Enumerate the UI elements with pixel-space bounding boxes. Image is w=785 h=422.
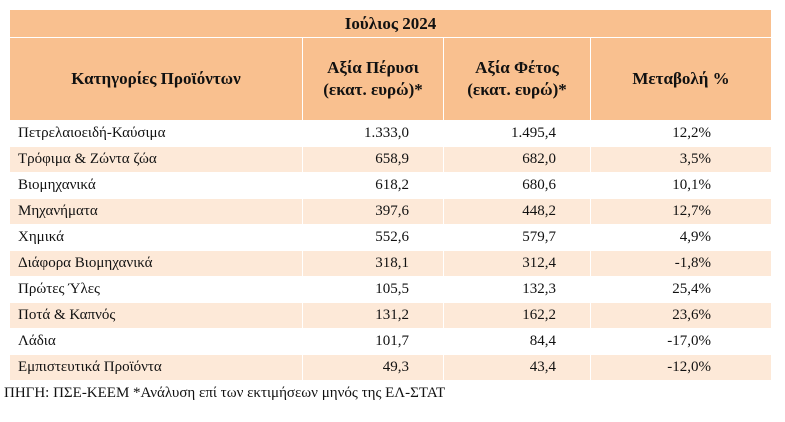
value-cell: -1,8% <box>589 250 773 277</box>
table-row: Πρώτες Ύλες 105,5 132,3 25,4% <box>9 276 773 303</box>
value-cell: 10,1% <box>589 172 773 199</box>
value-cell: -12,0% <box>589 354 773 381</box>
value-cell: 552,6 <box>302 224 444 251</box>
table-container: Ιούλιος 2024 Κατηγορίες Προϊόντων Αξία Πέ… <box>8 9 773 381</box>
value-cell: 318,1 <box>302 250 444 277</box>
table-row: Ποτά & Καπνός 131,2 162,2 23,6% <box>9 302 773 329</box>
table-row: Εμπιστευτικά Προϊόντα 49,3 43,4 -12,0% <box>9 354 773 381</box>
value-cell: 312,4 <box>443 250 591 277</box>
table-row: Μηχανήματα 397,6 448,2 12,7% <box>9 198 773 225</box>
category-cell: Μηχανήματα <box>9 198 303 225</box>
header-row: Κατηγορίες Προϊόντων Αξία Πέρυσι (εκατ. ε… <box>9 37 773 121</box>
column-header: Αξία Φέτος (εκατ. ευρώ)* <box>443 37 591 121</box>
category-cell: Χημικά <box>9 224 303 251</box>
category-cell: Διάφορα Βιομηχανικά <box>9 250 303 277</box>
value-cell: 105,5 <box>302 276 444 303</box>
value-cell: 12,2% <box>589 120 773 147</box>
table-row: Χημικά 552,6 579,7 4,9% <box>9 224 773 251</box>
value-cell: 101,7 <box>302 328 444 355</box>
table-row: Πετρελαιοειδή-Καύσιμα 1.333,0 1.495,4 12,2% <box>9 120 773 147</box>
category-cell: Εμπιστευτικά Προϊόντα <box>9 354 303 381</box>
value-cell: 162,2 <box>443 302 591 329</box>
value-cell: 682,0 <box>443 146 591 173</box>
source-note: ΠΗΓΗ: ΠΣΕ-ΚΕΕΜ *Ανάλυση επί των εκτιμήσε… <box>4 385 446 401</box>
value-cell: 397,6 <box>302 198 444 225</box>
table-row: Λάδια 101,7 84,4 -17,0% <box>9 328 773 355</box>
category-cell: Τρόφιμα & Ζώντα ζώα <box>9 146 303 173</box>
category-cell: Πετρελαιοειδή-Καύσιμα <box>9 120 303 147</box>
value-cell: 131,2 <box>302 302 444 329</box>
value-cell: 1.333,0 <box>302 120 444 147</box>
value-cell: 680,6 <box>443 172 591 199</box>
value-cell: 23,6% <box>589 302 773 329</box>
value-cell: 1.495,4 <box>443 120 591 147</box>
value-cell: 4,9% <box>589 224 773 251</box>
table: Ιούλιος 2024 Κατηγορίες Προϊόντων Αξία Πέ… <box>8 9 773 381</box>
category-cell: Πρώτες Ύλες <box>9 276 303 303</box>
table-row: Τρόφιμα & Ζώντα ζώα 658,9 682,0 3,5% <box>9 146 773 173</box>
title-row: Ιούλιος 2024 <box>8 9 773 38</box>
value-cell: -17,0% <box>589 328 773 355</box>
table-row: Βιομηχανικά 618,2 680,6 10,1% <box>9 172 773 199</box>
value-cell: 25,4% <box>589 276 773 303</box>
category-cell: Βιομηχανικά <box>9 172 303 199</box>
value-cell: 12,7% <box>589 198 773 225</box>
value-cell: 43,4 <box>443 354 591 381</box>
table-row: Διάφορα Βιομηχανικά 318,1 312,4 -1,8% <box>9 250 773 277</box>
table-title: Ιούλιος 2024 <box>8 9 773 38</box>
table-body: Πετρελαιοειδή-Καύσιμα 1.333,0 1.495,4 12,2%… <box>9 120 773 381</box>
value-cell: 3,5% <box>589 146 773 173</box>
category-cell: Λάδια <box>9 328 303 355</box>
value-cell: 84,4 <box>443 328 591 355</box>
value-cell: 132,3 <box>443 276 591 303</box>
value-cell: 618,2 <box>302 172 444 199</box>
column-header: Κατηγορίες Προϊόντων <box>9 37 303 121</box>
value-cell: 658,9 <box>302 146 444 173</box>
category-cell: Ποτά & Καπνός <box>9 302 303 329</box>
column-header: Μεταβολή % <box>589 37 773 121</box>
value-cell: 448,2 <box>443 198 591 225</box>
value-cell: 579,7 <box>443 224 591 251</box>
column-header: Αξία Πέρυσι (εκατ. ευρώ)* <box>302 37 444 121</box>
value-cell: 49,3 <box>302 354 444 381</box>
